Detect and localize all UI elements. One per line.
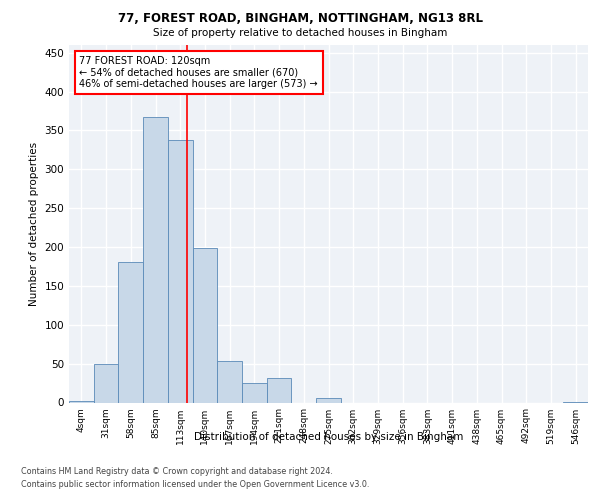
Text: Contains HM Land Registry data © Crown copyright and database right 2024.: Contains HM Land Registry data © Crown c… xyxy=(21,468,333,476)
Bar xyxy=(94,364,118,403)
Bar xyxy=(118,262,143,402)
Bar xyxy=(143,118,168,403)
Bar xyxy=(242,383,267,402)
Text: Distribution of detached houses by size in Bingham: Distribution of detached houses by size … xyxy=(194,432,463,442)
Bar xyxy=(168,140,193,402)
Text: 77 FOREST ROAD: 120sqm
← 54% of detached houses are smaller (670)
46% of semi-de: 77 FOREST ROAD: 120sqm ← 54% of detached… xyxy=(79,56,318,89)
Bar xyxy=(69,401,94,402)
Y-axis label: Number of detached properties: Number of detached properties xyxy=(29,142,39,306)
Text: Contains public sector information licensed under the Open Government Licence v3: Contains public sector information licen… xyxy=(21,480,370,489)
Bar xyxy=(193,248,217,402)
Text: Size of property relative to detached houses in Bingham: Size of property relative to detached ho… xyxy=(153,28,447,38)
Bar xyxy=(267,378,292,402)
Text: 77, FOREST ROAD, BINGHAM, NOTTINGHAM, NG13 8RL: 77, FOREST ROAD, BINGHAM, NOTTINGHAM, NG… xyxy=(118,12,482,26)
Bar xyxy=(217,362,242,403)
Bar xyxy=(316,398,341,402)
